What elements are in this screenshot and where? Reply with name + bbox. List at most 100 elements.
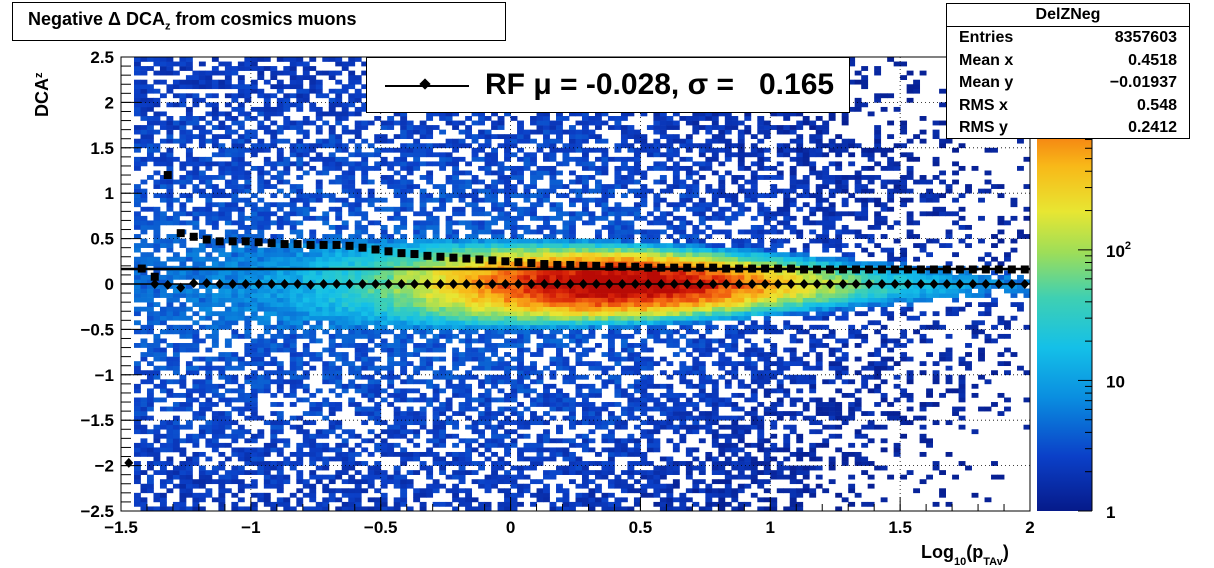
heatmap-cell [263, 347, 271, 353]
heatmap-cell [543, 483, 550, 489]
heatmap-cell [380, 120, 388, 126]
heatmap-cell [484, 420, 492, 426]
heatmap-cell [257, 252, 265, 258]
heatmap-cell [185, 406, 193, 412]
heatmap-cell [517, 311, 524, 317]
heatmap-cell [289, 461, 297, 466]
heatmap-cell [413, 256, 421, 262]
heatmap-cell [172, 156, 180, 162]
heatmap-cell [465, 224, 473, 230]
heatmap-cell [536, 302, 544, 307]
heatmap-cell [159, 365, 167, 371]
heatmap-cell [302, 302, 310, 307]
heatmap-cell [146, 143, 154, 149]
heatmap-cell [322, 474, 330, 480]
heatmap-cell [607, 479, 615, 485]
heatmap-cell [452, 270, 460, 276]
heatmap-cell [432, 338, 440, 344]
heatmap-cell [530, 274, 537, 280]
heatmap-cell [218, 152, 226, 158]
heatmap-cell [497, 134, 505, 140]
heatmap-cell [231, 188, 239, 194]
heatmap-cell [491, 111, 498, 117]
heatmap-cell [198, 506, 206, 511]
heatmap-cell [179, 465, 187, 471]
heatmap-cell [367, 438, 375, 444]
heatmap-cell [471, 429, 479, 435]
heatmap-cell [432, 111, 440, 117]
heatmap-cell [302, 66, 310, 71]
heatmap-cell [166, 147, 174, 153]
heatmap-cell [302, 483, 310, 489]
heatmap-cell [146, 442, 154, 448]
heatmap-cell [374, 447, 382, 453]
heatmap-cell [185, 461, 193, 466]
heatmap-cell [270, 411, 278, 416]
heatmap-cell [465, 234, 473, 239]
heatmap-cell [185, 297, 193, 303]
heatmap-cell [341, 184, 349, 189]
heatmap-cell [159, 383, 167, 389]
heatmap-cell [510, 297, 518, 303]
heatmap-cell [478, 442, 485, 448]
heatmap-cell [380, 470, 388, 475]
heatmap-cell [426, 224, 434, 230]
heatmap-cell [491, 293, 498, 298]
heatmap-cell [562, 147, 570, 153]
heatmap-cell [244, 274, 252, 280]
heatmap-cell [556, 206, 563, 212]
heatmap-cell [543, 134, 550, 140]
heatmap-cell [588, 247, 596, 253]
heatmap-cell [614, 252, 622, 258]
heatmap-cell [614, 274, 622, 280]
heatmap-cell [302, 492, 310, 498]
heatmap-cell [296, 220, 304, 226]
heatmap-cell [439, 365, 447, 371]
heatmap-cell [322, 211, 330, 217]
heatmap-cell [439, 129, 447, 135]
heatmap-cell [614, 215, 622, 221]
heatmap-cell [426, 447, 434, 453]
heatmap-cell [237, 406, 245, 412]
heatmap-cell [224, 284, 232, 289]
heatmap-cell [393, 465, 401, 471]
heatmap-cell [445, 224, 453, 230]
heatmap-cell [198, 470, 206, 475]
heatmap-cell [153, 234, 161, 239]
heatmap-cell [458, 256, 466, 262]
heatmap-cell [400, 125, 408, 130]
heatmap-cell [302, 306, 310, 312]
heatmap-cell [439, 465, 447, 471]
heatmap-cell [497, 274, 505, 280]
heatmap-cell [569, 138, 576, 144]
heatmap-cell [393, 224, 401, 230]
heatmap-cell [296, 161, 304, 167]
heatmap-cell [218, 365, 226, 371]
heatmap-cell [581, 238, 589, 244]
heatmap-cell [348, 338, 356, 344]
heatmap-cell [497, 284, 505, 289]
heatmap-cell [263, 57, 271, 62]
heatmap-cell [211, 175, 219, 180]
heatmap-cell [296, 106, 304, 112]
heatmap-cell [393, 315, 401, 321]
heatmap-cell [250, 193, 258, 199]
heatmap-cell [419, 274, 427, 280]
heatmap-cell [452, 234, 460, 239]
heatmap-cell [432, 206, 440, 212]
heatmap-cell [575, 420, 583, 426]
heatmap-cell [185, 506, 193, 511]
heatmap-cell [218, 474, 226, 480]
heatmap-cell [497, 297, 505, 303]
heatmap-cell [581, 252, 589, 258]
heatmap-cell [458, 120, 466, 126]
heatmap-cell [270, 338, 278, 344]
heatmap-cell [484, 247, 492, 253]
heatmap-cell [400, 116, 408, 121]
heatmap-cell [419, 324, 427, 330]
heatmap-cell [367, 361, 375, 367]
heatmap-cell [607, 447, 615, 453]
heatmap-cell [517, 501, 524, 507]
heatmap-cell [478, 320, 485, 326]
heatmap-cell [250, 406, 258, 412]
